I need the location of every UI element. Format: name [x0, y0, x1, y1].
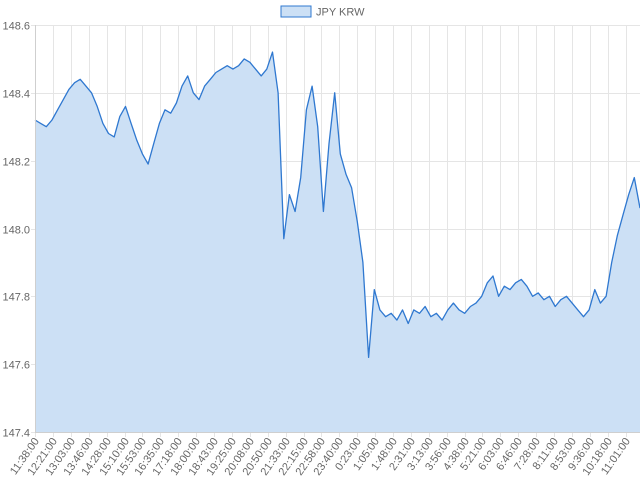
legend: JPY KRW: [280, 5, 365, 19]
series-area-jpy-krw: [35, 52, 640, 432]
y-tick-label: 148.2: [2, 157, 30, 169]
y-axis: 147.4 147.6 147.8 148.0 148.2 148.4 148.6: [2, 21, 36, 440]
y-tick-label: 148.6: [2, 21, 30, 33]
y-tick-label: 148.4: [2, 89, 30, 101]
series-line-jpy-krw: [34, 51, 640, 359]
y-tick-label: 148.0: [2, 225, 30, 237]
legend-label-jpy-krw: JPY KRW: [316, 7, 365, 19]
series-jpy-krw: [34, 51, 640, 432]
x-axis: 11:38:0012:21:0013:03:0013:46:0014:28:00…: [8, 432, 640, 478]
y-tick-label: 147.6: [2, 360, 30, 372]
y-tick-label: 147.4: [2, 428, 30, 440]
y-tick-label: 147.8: [2, 292, 30, 304]
legend-swatch-jpy-krw[interactable]: [280, 5, 312, 18]
